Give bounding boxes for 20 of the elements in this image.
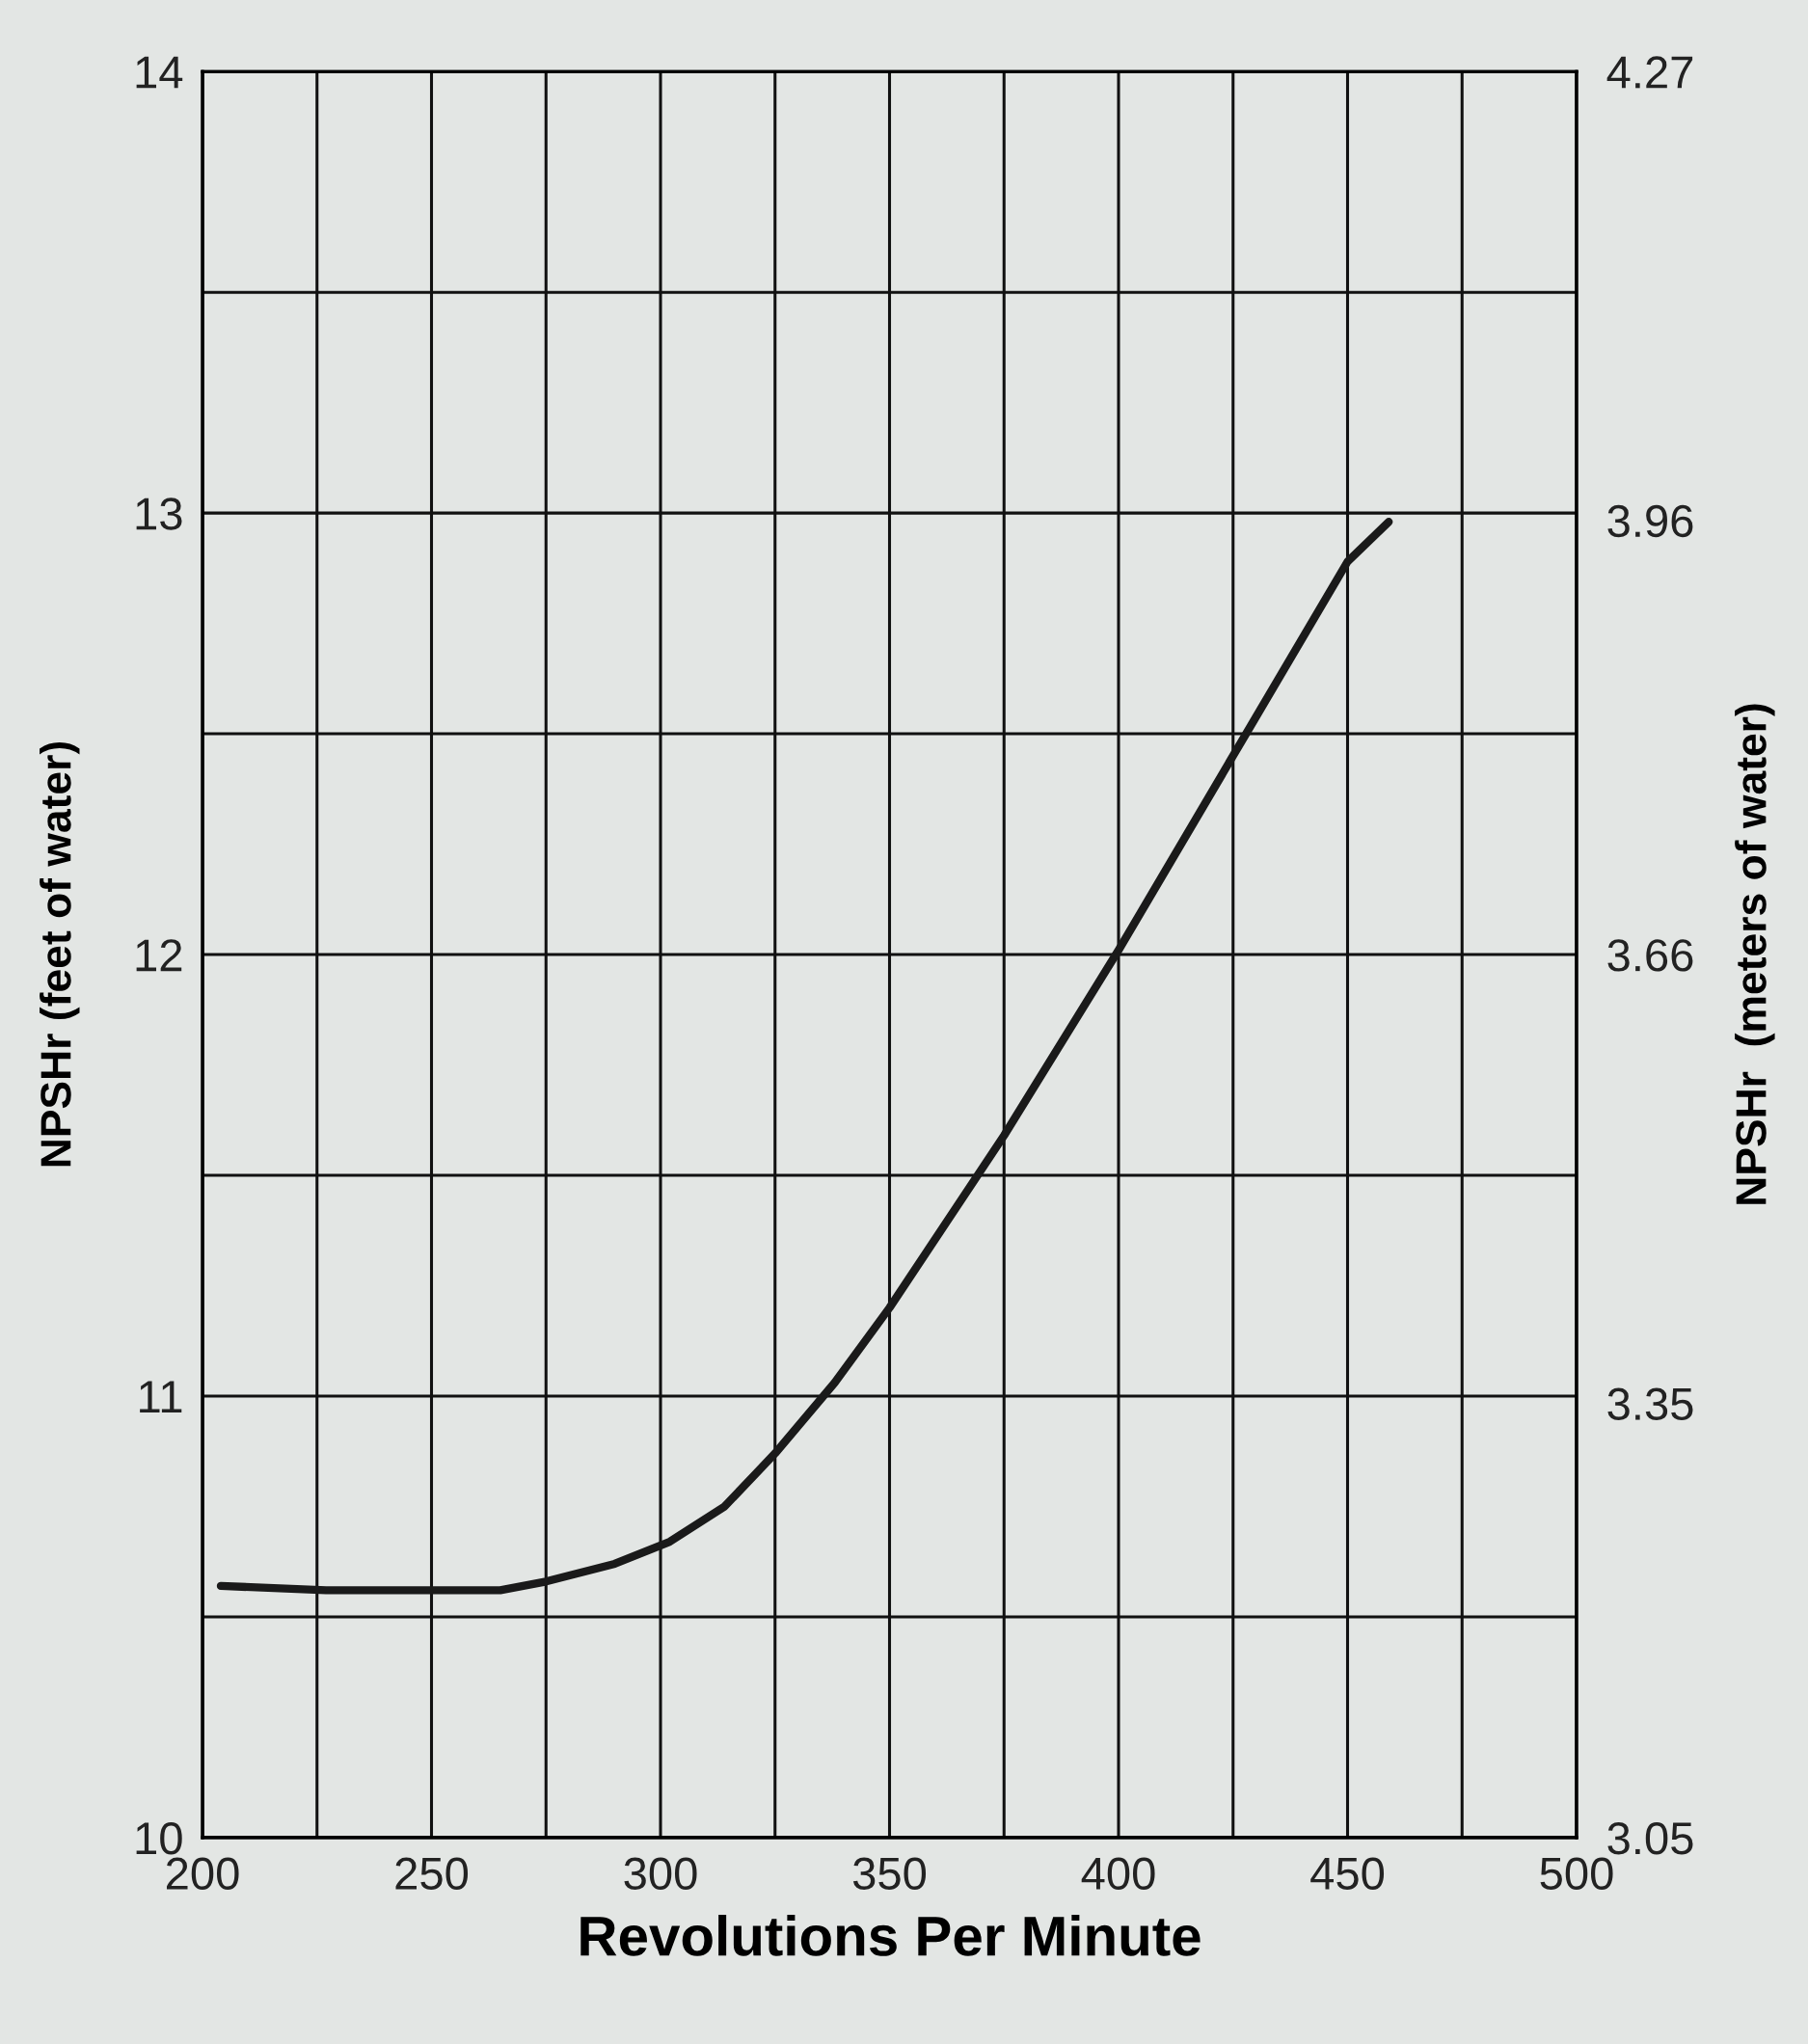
x-tick-label: 350 (852, 1857, 927, 1891)
x-tick-label: 400 (1081, 1857, 1155, 1891)
x-tick-label: 450 (1310, 1857, 1385, 1891)
y-tick-label: 12 (136, 939, 182, 972)
y-tick-label: 13 (136, 498, 182, 530)
y-axis-title: NPSHr (feet of water) (40, 741, 80, 1167)
y2-tick-label: 3.96 (1607, 504, 1693, 538)
y-tick-label: 11 (140, 1381, 182, 1413)
y-tick-label: 10 (136, 1822, 182, 1855)
y-tick-label: 14 (136, 56, 183, 89)
y2-axis-title: NPSHr (meters of water) (1735, 704, 1775, 1204)
y2-tick-label: 3.66 (1607, 939, 1693, 972)
y2-tick-label: 4.27 (1606, 56, 1693, 89)
x-axis-title: Revolutions Per Minute (580, 1915, 1201, 1956)
x-tick-label: 250 (395, 1857, 469, 1891)
x-tick-label: 500 (1540, 1857, 1613, 1891)
x-tick-label: 300 (624, 1857, 697, 1891)
y2-tick-label: 3.35 (1607, 1387, 1693, 1421)
y2-tick-label: 3.05 (1607, 1822, 1693, 1855)
x-tick-label: 200 (166, 1857, 239, 1891)
